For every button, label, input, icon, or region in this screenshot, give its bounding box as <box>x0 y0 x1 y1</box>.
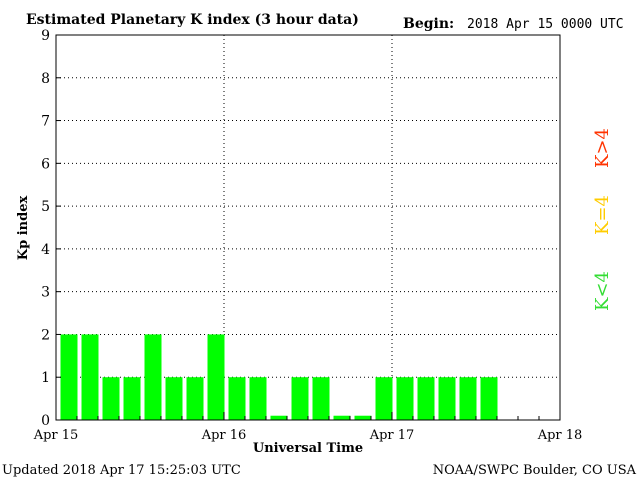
x-tick-label: Apr 17 <box>369 428 415 443</box>
kp-bar <box>207 334 225 420</box>
kp-bar <box>228 377 246 420</box>
begin-value: 2018 Apr 15 0000 UTC <box>467 17 624 32</box>
y-ticks: 0 1 2 3 4 5 6 7 8 9 <box>41 28 61 429</box>
kp-bar <box>438 377 456 420</box>
kp-bar <box>417 377 435 420</box>
kp-bar <box>312 377 330 420</box>
legend-low: K<4 <box>592 271 613 311</box>
kp-bar <box>123 377 141 420</box>
kp-bar <box>396 377 414 420</box>
kp-bar <box>270 415 288 420</box>
chart-title: Estimated Planetary K index (3 hour data… <box>26 12 359 28</box>
x-axis-label: Universal Time <box>253 441 363 456</box>
kp-bar <box>186 377 204 420</box>
y-tick-label: 8 <box>41 71 50 87</box>
y-tick-label: 5 <box>41 199 50 215</box>
kp-bar <box>102 377 120 420</box>
updated-timestamp: Updated 2018 Apr 17 15:25:03 UTC <box>2 463 241 478</box>
credit-line: NOAA/SWPC Boulder, CO USA <box>433 463 637 478</box>
x-tick-label: Apr 15 <box>33 428 79 443</box>
kp-bar <box>249 377 267 420</box>
y-tick-label: 6 <box>41 156 50 172</box>
grid-lines <box>56 35 560 420</box>
kp-bar <box>354 415 372 420</box>
y-tick-label: 9 <box>41 28 50 44</box>
y-axis-label: Kp index <box>16 196 31 261</box>
kp-bar <box>165 377 183 420</box>
legend-high: K>4 <box>592 128 613 168</box>
kp-bar <box>81 334 99 420</box>
x-tick-label: Apr 18 <box>537 428 583 443</box>
kp-bar <box>375 377 393 420</box>
y-tick-label: 2 <box>41 327 50 343</box>
kp-bar <box>480 377 498 420</box>
x-tick-label: Apr 16 <box>201 428 247 443</box>
y-tick-label: 1 <box>41 370 50 386</box>
y-tick-label: 4 <box>41 242 50 258</box>
y-tick-label: 0 <box>41 413 50 429</box>
begin-label: Begin: <box>403 16 454 32</box>
kp-bar <box>459 377 477 420</box>
kp-bar <box>291 377 309 420</box>
bars <box>60 334 498 420</box>
x-ticks: Apr 15 Apr 16 Apr 17 Apr 18 <box>33 412 583 443</box>
plot-frame <box>55 34 561 421</box>
kp-bar <box>333 415 351 420</box>
kp-bar <box>60 334 78 420</box>
y-tick-label: 7 <box>41 114 50 130</box>
y-tick-label: 3 <box>41 285 50 301</box>
kp-bar <box>144 334 162 420</box>
legend-mid: K=4 <box>592 195 613 235</box>
